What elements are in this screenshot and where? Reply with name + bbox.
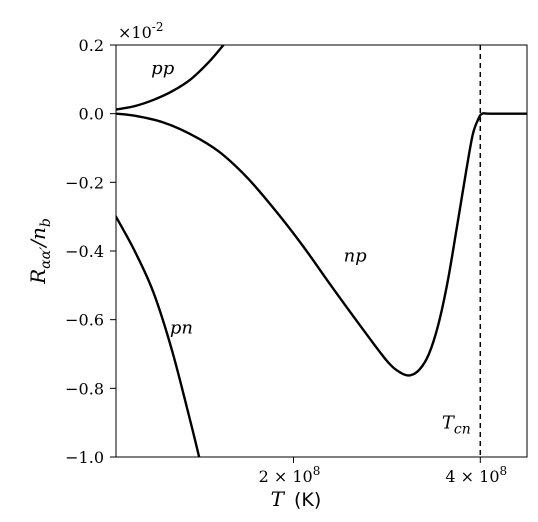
x-tick-label: 4 × 108: [445, 464, 507, 486]
x-axis-unit: (K): [294, 489, 321, 511]
y-tick-label: −0.6: [65, 311, 104, 330]
curve-labels: pp np pn Tcn: [151, 58, 471, 437]
series-pn-label: pn: [170, 317, 193, 338]
x-axis-label: T (K): [271, 487, 322, 511]
y-tick-label: −0.2: [65, 173, 104, 192]
y-tick-label: −0.4: [65, 242, 104, 261]
y-axis-label: Rαα′/nb: [26, 218, 54, 285]
y-tick-label: −0.8: [65, 379, 104, 398]
critical-temperature-label: Tcn: [442, 413, 471, 438]
series-np-label: np: [344, 245, 368, 266]
y-tick-label: 0.2: [79, 36, 104, 55]
series-np-line: [116, 112, 527, 377]
plot-frame: [115, 44, 528, 458]
ticks: 0.2 0.0 −0.2 −0.4 −0.6 −0.8 −1.0 2 × 108 4 × 108: [65, 36, 507, 486]
series-pn-line: [116, 215, 201, 457]
y-tick-label: 0.0: [79, 105, 104, 124]
series-pp-line: [116, 45, 225, 111]
y-tick-label: −1.0: [65, 448, 104, 467]
x-axis-variable: T: [271, 487, 286, 511]
x-tick-label: 2 × 108: [259, 464, 321, 486]
curves: [116, 45, 527, 457]
y-axis-multiplier: ×10-2: [118, 20, 163, 42]
series-pp-label: pp: [151, 58, 175, 79]
